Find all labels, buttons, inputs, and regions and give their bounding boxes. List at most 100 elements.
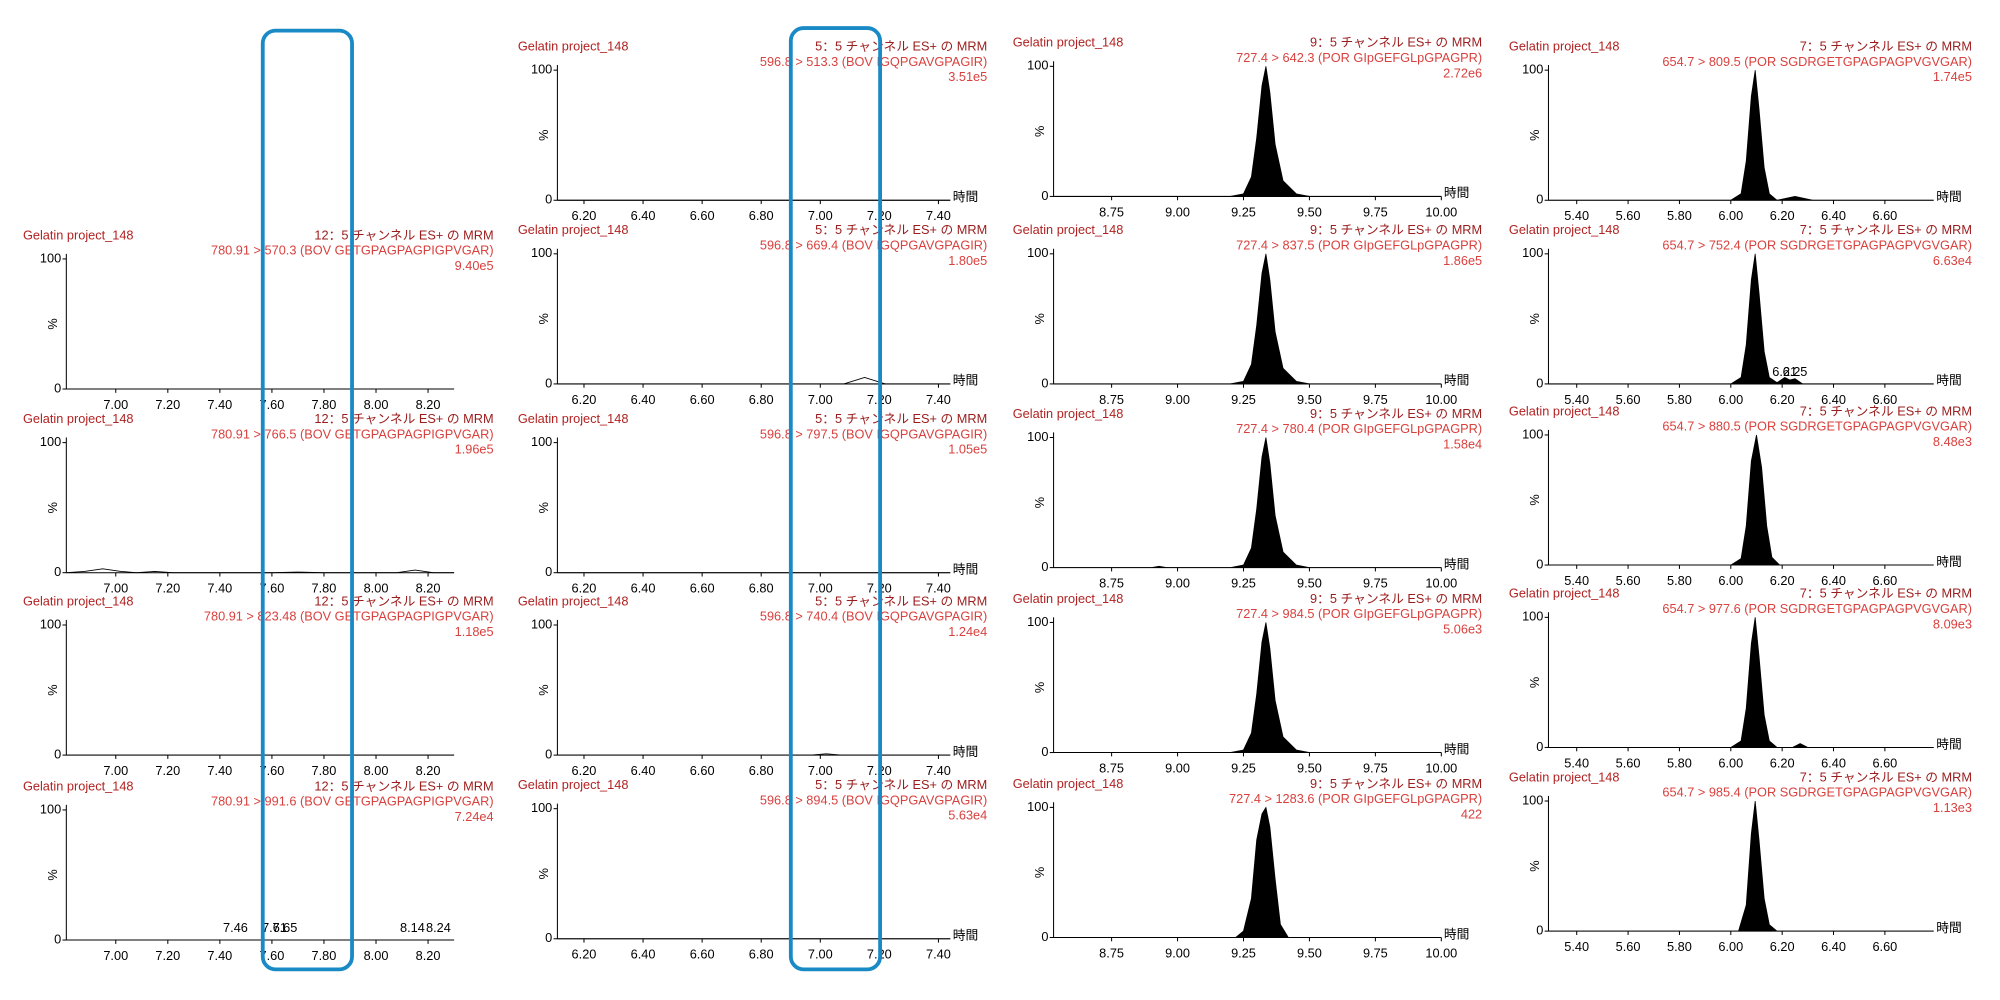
y-axis-label: % <box>1527 860 1542 871</box>
x-tick-label: 6.60 <box>1872 573 1897 588</box>
y-tick-label: 100 <box>1027 58 1048 73</box>
x-axis-label: 時間 <box>1444 556 1469 571</box>
sample-name: Gelatin project_148 <box>1013 222 1124 237</box>
x-tick-label: 9.25 <box>1231 761 1256 776</box>
trace <box>1548 434 1934 566</box>
sample-name: Gelatin project_148 <box>1013 35 1124 50</box>
x-tick-label: 7.20 <box>155 397 180 412</box>
x-tick-label: 9.00 <box>1165 204 1190 219</box>
x-tick-label: 5.60 <box>1616 208 1641 223</box>
x-tick-label: 9.50 <box>1297 945 1322 960</box>
sample-name: Gelatin project_148 <box>1013 406 1124 421</box>
y-axis-label: % <box>536 313 551 324</box>
sample-name: Gelatin project_148 <box>1509 403 1620 418</box>
y-tick-label: 100 <box>1522 426 1543 441</box>
x-tick-label: 9.00 <box>1165 761 1190 776</box>
x-tick-label: 6.40 <box>1821 755 1846 770</box>
function-title: 5：5 チャンネル ES+ の MRM <box>815 593 987 608</box>
x-tick-label: 6.20 <box>1770 573 1795 588</box>
function-title: 12：5 チャンネル ES+ の MRM <box>314 593 493 608</box>
function-title: 5：5 チャンネル ES+ の MRM <box>815 777 987 792</box>
trace <box>1548 800 1934 932</box>
x-tick-label: 6.80 <box>749 208 774 223</box>
transition: 654.7 > 809.5 (POR SGDRGETGPAGPAGPVGVGAR… <box>1662 54 1972 69</box>
y-tick-label: 100 <box>40 616 61 631</box>
x-tick-label: 8.75 <box>1099 392 1124 407</box>
x-tick-label: 6.00 <box>1718 573 1743 588</box>
y-tick-label: 100 <box>40 434 61 449</box>
function-title: 5：5 チャンネル ES+ の MRM <box>815 222 987 237</box>
transition: 727.4 > 780.4 (POR GIpGEFGLpGPAGPR) <box>1236 421 1482 436</box>
y-tick-label: 100 <box>1522 245 1543 260</box>
peak-label: 7.46 <box>223 920 248 935</box>
function-title: 9：5 チャンネル ES+ の MRM <box>1310 406 1482 421</box>
trace <box>1548 253 1934 385</box>
function-title: 9：5 チャンネル ES+ の MRM <box>1310 591 1482 606</box>
y-tick-label: 0 <box>1536 922 1543 937</box>
x-axis-label: 時間 <box>1444 926 1469 941</box>
x-tick-label: 6.40 <box>1821 392 1846 407</box>
x-tick-label: 5.80 <box>1667 939 1692 954</box>
x-axis-label: 時間 <box>1936 373 1961 388</box>
x-tick-label: 7.40 <box>926 763 951 778</box>
sample-name: Gelatin project_148 <box>518 222 629 237</box>
x-tick-label: 7.20 <box>155 948 180 963</box>
trace <box>1548 70 1934 201</box>
function-title: 7：5 チャンネル ES+ の MRM <box>1800 769 1972 784</box>
intensity: 1.74e5 <box>1933 69 1972 84</box>
trace <box>557 376 951 385</box>
x-tick-label: 8.20 <box>416 948 441 963</box>
x-tick-label: 9.00 <box>1165 392 1190 407</box>
x-tick-label: 8.20 <box>416 397 441 412</box>
transition: 596.8 > 797.5 (BOV IGQPGAVGPAGIR) <box>760 426 987 441</box>
x-tick-label: 5.60 <box>1616 939 1641 954</box>
x-tick-label: 7.40 <box>207 397 232 412</box>
x-tick-label: 5.60 <box>1616 573 1641 588</box>
sample-name: Gelatin project_148 <box>1509 39 1620 54</box>
y-tick-label: 0 <box>545 192 552 207</box>
x-tick-label: 7.00 <box>808 947 833 962</box>
x-tick-label: 6.40 <box>631 392 656 407</box>
function-title: 9：5 チャンネル ES+ の MRM <box>1310 35 1482 50</box>
x-axis-label: 時間 <box>953 189 979 204</box>
x-tick-label: 9.50 <box>1297 392 1322 407</box>
y-tick-label: 0 <box>545 564 552 579</box>
y-tick-label: 0 <box>1536 739 1543 754</box>
y-tick-label: 0 <box>54 564 61 579</box>
sample-name: Gelatin project_148 <box>1509 586 1620 601</box>
transition: 654.7 > 977.6 (POR SGDRGETGPAGPAGPVGVGAR… <box>1662 601 1972 616</box>
function-title: 9：5 チャンネル ES+ の MRM <box>1310 222 1482 237</box>
x-tick-label: 8.00 <box>364 397 389 412</box>
peak-label: 7.65 <box>273 920 298 935</box>
x-tick-label: 6.20 <box>572 208 597 223</box>
sample-name: Gelatin project_148 <box>518 39 629 54</box>
x-axis-label: 時間 <box>953 373 979 388</box>
x-tick-label: 7.60 <box>260 763 285 778</box>
x-tick-label: 6.00 <box>1718 392 1743 407</box>
transition: 654.7 > 752.4 (POR SGDRGETGPAGPAGPVGVGAR… <box>1662 238 1972 253</box>
function-title: 12：5 チャンネル ES+ の MRM <box>314 227 493 242</box>
y-tick-label: 100 <box>1522 609 1543 624</box>
x-tick-label: 7.00 <box>808 763 833 778</box>
x-tick-label: 5.60 <box>1616 755 1641 770</box>
x-tick-label: 6.60 <box>690 581 715 596</box>
x-tick-label: 6.60 <box>1872 208 1897 223</box>
x-axis-label: 時間 <box>1936 554 1961 569</box>
y-axis-label: % <box>536 130 551 141</box>
x-tick-label: 6.60 <box>690 947 715 962</box>
x-tick-label: 7.00 <box>103 397 128 412</box>
intensity: 3.51e5 <box>948 69 987 84</box>
x-tick-label: 8.20 <box>416 581 441 596</box>
trace <box>1548 617 1934 748</box>
x-tick-label: 9.25 <box>1231 392 1256 407</box>
x-tick-label: 9.75 <box>1363 945 1388 960</box>
x-tick-label: 6.40 <box>631 208 656 223</box>
y-axis-label: % <box>45 684 60 695</box>
x-tick-label: 10.00 <box>1425 761 1457 776</box>
y-tick-label: 0 <box>545 746 552 761</box>
x-tick-label: 8.00 <box>364 763 389 778</box>
y-tick-label: 0 <box>54 746 61 761</box>
x-tick-label: 6.00 <box>1718 939 1743 954</box>
x-tick-label: 6.20 <box>572 392 597 407</box>
